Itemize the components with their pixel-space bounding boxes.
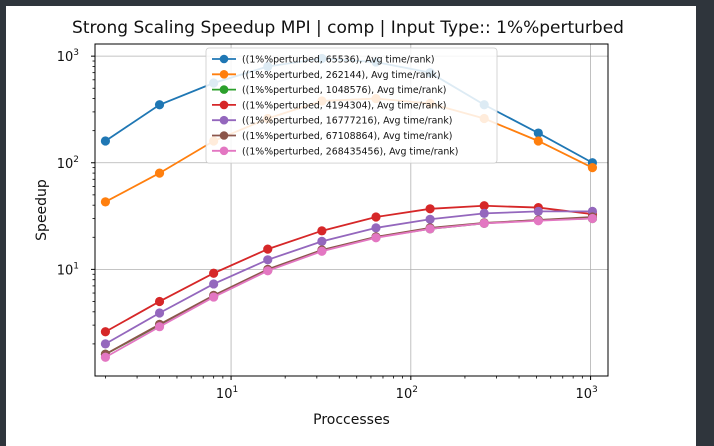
data-point: [100, 197, 111, 207]
legend-item: ((1%%perturbed, 1048576), Avg time/rank): [212, 85, 446, 96]
data-point: [209, 292, 219, 302]
data-point: [317, 226, 327, 236]
data-point: [479, 201, 489, 211]
data-point: [100, 352, 111, 362]
legend-item: ((1%%perturbed, 16777216), Avg time/rank…: [212, 116, 452, 127]
legend-item: ((1%%perturbed, 65536), Avg time/rank): [212, 55, 435, 66]
legend-marker: [219, 70, 229, 79]
data-point: [100, 136, 111, 146]
data-point: [533, 128, 543, 138]
series-3: [100, 213, 598, 359]
data-point: [154, 296, 165, 307]
data-point: [371, 212, 381, 222]
speedup-chart: Strong Scaling Speedup MPI | comp | Inpu…: [34, 18, 624, 428]
legend-box: [205, 47, 498, 164]
x-tick-label: 101: [216, 385, 238, 402]
legend-label: ((1%%perturbed, 16777216), Avg time/rank…: [242, 116, 452, 127]
data-point: [533, 216, 543, 226]
legend: ((1%%perturbed, 65536), Avg time/rank) ((…: [205, 47, 498, 164]
legend-marker: [219, 131, 229, 140]
data-point: [371, 223, 381, 233]
x-tick-label: 102: [396, 385, 418, 402]
legend-item: ((1%%perturbed, 268435456), Avg time/ran…: [212, 146, 458, 157]
legend-item: ((1%%perturbed, 67108864), Avg time/rank…: [212, 131, 452, 142]
data-point: [479, 218, 489, 228]
legend-label: ((1%%perturbed, 65536), Avg time/rank): [242, 55, 435, 66]
y-tick-exponent: 3: [73, 48, 79, 58]
y-tick-label: 102: [57, 155, 79, 172]
legend-label: ((1%%perturbed, 262144), Avg time/rank): [242, 70, 441, 81]
data-point: [154, 322, 165, 332]
series-line: [104, 204, 593, 333]
legend-marker: [219, 85, 229, 94]
y-tick-label: 103: [57, 48, 79, 65]
data-point: [100, 339, 111, 349]
series-line: [104, 217, 593, 359]
data-point: [425, 224, 435, 234]
legend-item: ((1%%perturbed, 4194304), Avg time/rank): [212, 100, 446, 111]
data-point: [154, 168, 165, 178]
data-point: [371, 233, 381, 243]
legend-label: ((1%%perturbed, 67108864), Avg time/rank…: [242, 131, 452, 142]
y-axis-label: Speedup: [34, 179, 50, 241]
data-point: [263, 244, 273, 254]
data-point: [317, 246, 327, 256]
data-point: [154, 100, 165, 110]
data-point: [209, 268, 219, 278]
legend-marker: [219, 100, 229, 110]
legend-marker: [219, 54, 229, 64]
x-tick-label: 103: [575, 385, 597, 402]
chart-frame: Strong Scaling Speedup MPI | comp | Inpu…: [6, 6, 696, 446]
chart-title: Strong Scaling Speedup MPI | comp | Inpu…: [72, 18, 624, 38]
x-tick-exponent: 3: [592, 385, 598, 395]
x-axis-label: Proccesses: [313, 412, 390, 428]
data-point: [425, 204, 435, 214]
legend-marker: [219, 146, 229, 156]
data-point: [154, 308, 165, 318]
x-tick-exponent: 1: [232, 385, 238, 395]
data-point: [587, 213, 598, 224]
y-tick-label: 101: [57, 261, 79, 278]
legend-label: ((1%%perturbed, 1048576), Avg time/rank): [242, 85, 446, 96]
data-point: [533, 206, 543, 216]
legend-label: ((1%%perturbed, 268435456), Avg time/ran…: [242, 146, 458, 157]
legend-item: ((1%%perturbed, 262144), Avg time/rank): [212, 70, 441, 81]
y-tick-exponent: 2: [73, 155, 79, 165]
data-point: [209, 279, 219, 289]
data-point: [479, 208, 489, 219]
series-line: [104, 216, 593, 356]
series-line: [104, 210, 593, 345]
series-line: [104, 217, 593, 356]
x-tick-exponent: 2: [412, 385, 418, 395]
legend-marker: [219, 115, 229, 125]
legend-label: ((1%%perturbed, 4194304), Avg time/rank): [242, 100, 446, 111]
data-point: [587, 163, 598, 173]
data-point: [425, 214, 435, 224]
series-5: [100, 206, 598, 349]
data-point: [317, 236, 327, 247]
plot-area-border: [94, 43, 609, 377]
y-tick-exponent: 1: [73, 261, 79, 271]
data-point: [100, 327, 111, 337]
data-point: [263, 255, 273, 265]
series-7: [100, 213, 598, 362]
data-point: [263, 266, 273, 276]
data-point: [533, 136, 543, 146]
